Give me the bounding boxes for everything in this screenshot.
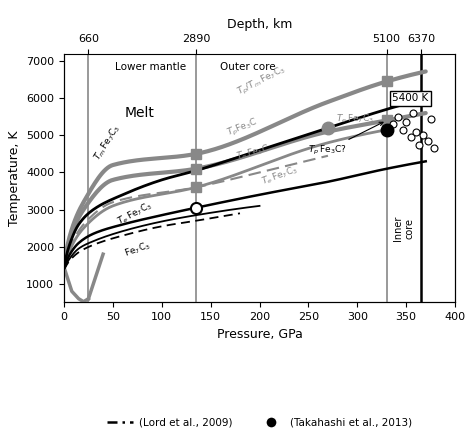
Text: Melt: Melt [125,106,155,120]
Text: 5400 K: 5400 K [392,93,428,103]
Text: $T_p\,\mathrm{Fe_3C}$?: $T_p\,\mathrm{Fe_3C}$? [309,122,383,157]
Text: $T_p/T_m\,\mathrm{Fe_7C_3}$: $T_p/T_m\,\mathrm{Fe_7C_3}$ [235,63,288,99]
Text: Lower mantle: Lower mantle [115,62,186,72]
Text: $T_e\,\mathrm{Fe_7C_3}$: $T_e\,\mathrm{Fe_7C_3}$ [115,199,154,228]
X-axis label: Depth, km: Depth, km [227,18,292,31]
Text: $T_m\,\mathrm{Fe_7C_3}$: $T_m\,\mathrm{Fe_7C_3}$ [91,122,123,163]
Text: $T_e\,\mathrm{Fe_7C_3}$: $T_e\,\mathrm{Fe_7C_3}$ [259,163,300,188]
Legend: (Lord et al., 2009), (Fei and Brosh, 2014), (Takahashi et al., 2013), (Tateno et: (Lord et al., 2009), (Fei and Brosh, 201… [103,413,416,429]
Text: $\mathrm{Fe_7C_3}$: $\mathrm{Fe_7C_3}$ [123,239,152,260]
Y-axis label: Temperature, K: Temperature, K [8,130,20,226]
Text: $T_e\,\mathrm{Fe_7C_3}$: $T_e\,\mathrm{Fe_7C_3}$ [336,112,374,125]
Text: Inner
core: Inner core [392,215,415,241]
Text: $T_e\,\mathrm{Fe_3C}$: $T_e\,\mathrm{Fe_3C}$ [235,142,271,163]
Text: $T_p\mathrm{Fe_3C}$: $T_p\mathrm{Fe_3C}$ [225,115,260,140]
Text: Outer core: Outer core [220,62,276,72]
X-axis label: Pressure, GPa: Pressure, GPa [217,328,302,341]
